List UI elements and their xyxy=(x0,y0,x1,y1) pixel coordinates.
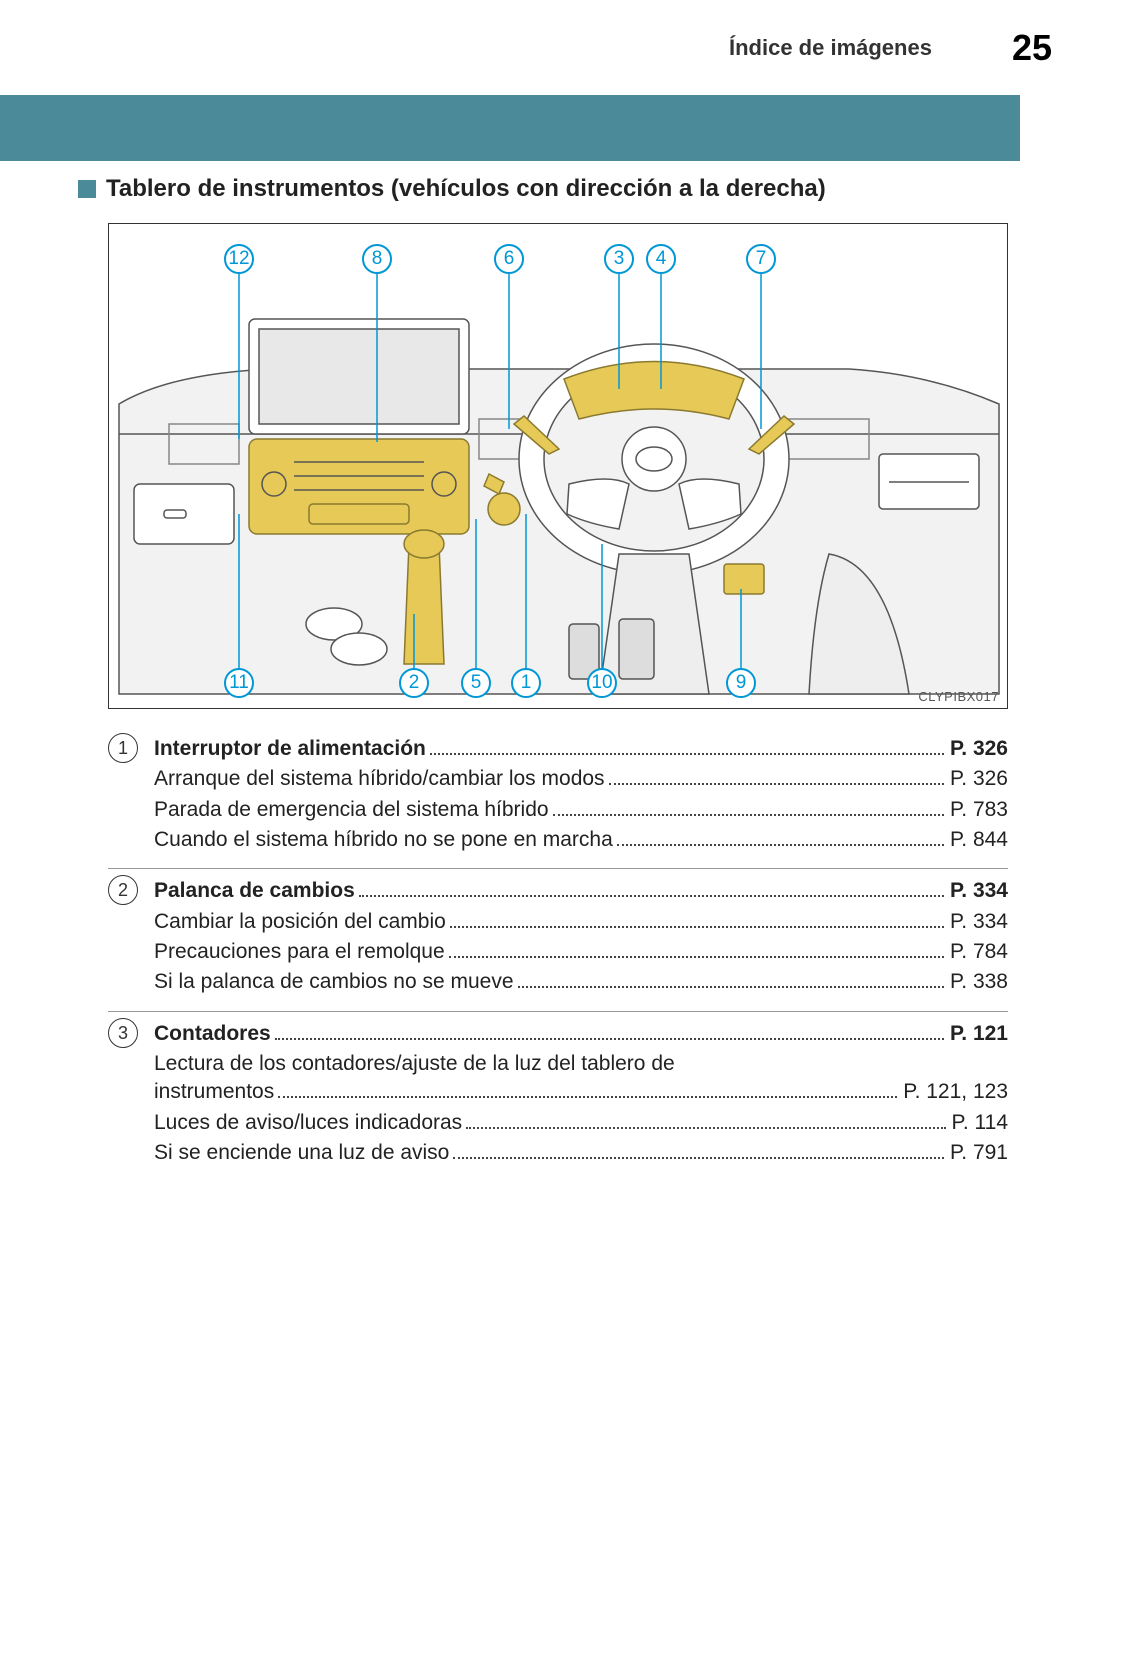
teal-band xyxy=(0,95,1020,161)
heading-text: Tablero de instrumentos (vehículos con d… xyxy=(106,175,826,203)
callout-4: 4 xyxy=(646,244,676,274)
index-sub: Parada de emergencia del sistema híbrido… xyxy=(108,796,1008,824)
index-label: Contadores xyxy=(154,1020,271,1048)
leader-dots xyxy=(278,1096,897,1098)
leader-dots xyxy=(359,895,944,897)
index-head: 3 Contadores P. 121 xyxy=(108,1020,1008,1048)
page-ref: P. 121 xyxy=(950,1020,1008,1048)
callout-5: 5 xyxy=(461,668,491,698)
index-sub-label: Si la palanca de cambios no se mueve xyxy=(154,968,514,996)
index-sub-label: Cuando el sistema híbrido no se pone en … xyxy=(154,826,613,854)
index-sub: Lectura de los contadores/ajuste de la l… xyxy=(108,1050,1008,1107)
square-bullet-icon xyxy=(78,180,96,198)
page-ref: P. 791 xyxy=(950,1139,1008,1167)
page-ref: P. 121, 123 xyxy=(903,1078,1008,1106)
page-ref: P. 114 xyxy=(952,1109,1008,1137)
index-sub: Cambiar la posición del cambio P. 334 xyxy=(108,908,1008,936)
callout-6: 6 xyxy=(494,244,524,274)
index-sub: Precauciones para el remolque P. 784 xyxy=(108,938,1008,966)
item-number-circle: 3 xyxy=(108,1018,138,1048)
callout-3: 3 xyxy=(604,244,634,274)
callout-11: 11 xyxy=(224,668,254,698)
page-ref: P. 326 xyxy=(950,765,1008,793)
page-ref: P. 844 xyxy=(950,826,1008,854)
page-header: Índice de imágenes 25 xyxy=(0,0,1142,95)
leader-dots xyxy=(449,956,944,958)
leader-dots xyxy=(617,844,944,846)
page-ref: P. 334 xyxy=(950,877,1008,905)
item-number-circle: 2 xyxy=(108,875,138,905)
leader-dots xyxy=(609,783,944,785)
index-sub-label: Lectura de los contadores/ajuste de la l… xyxy=(154,1050,1008,1078)
page-ref: P. 326 xyxy=(950,735,1008,763)
index-sub-label: Luces de aviso/luces indicadoras xyxy=(154,1109,462,1137)
leader-dots xyxy=(450,926,944,928)
callout-8: 8 xyxy=(362,244,392,274)
callout-1: 1 xyxy=(511,668,541,698)
page-ref: P. 783 xyxy=(950,796,1008,824)
leader-dots xyxy=(275,1038,944,1040)
section-title: Índice de imágenes xyxy=(729,35,932,61)
leader-dots xyxy=(453,1157,944,1159)
index-head: 2 Palanca de cambios P. 334 xyxy=(108,877,1008,905)
index-block-1: 1 Interruptor de alimentación P. 326 Arranq… xyxy=(108,727,1008,869)
callout-12: 12 xyxy=(224,244,254,274)
content: Tablero de instrumentos (vehículos con d… xyxy=(78,175,1038,1181)
page-number: 25 xyxy=(1012,27,1052,69)
callout-2: 2 xyxy=(399,668,429,698)
leader-dots xyxy=(553,814,944,816)
index-sub-label: Arranque del sistema híbrido/cambiar los… xyxy=(154,765,605,793)
callout-10: 10 xyxy=(587,668,617,698)
page-ref: P. 784 xyxy=(950,938,1008,966)
leader-dots xyxy=(430,753,944,755)
index-head: 1 Interruptor de alimentación P. 326 xyxy=(108,735,1008,763)
index-sub: Cuando el sistema híbrido no se pone en … xyxy=(108,826,1008,854)
dashboard-figure: 12 8 6 34 7 11 2 51 10 9 CLYPIBX017 xyxy=(108,223,1008,709)
callout-9: 9 xyxy=(726,668,756,698)
index-sub: Arranque del sistema híbrido/cambiar los… xyxy=(108,765,1008,793)
section-heading: Tablero de instrumentos (vehículos con d… xyxy=(78,175,1038,203)
index-sub: Si la palanca de cambios no se mueve P. 3… xyxy=(108,968,1008,996)
index-block-2: 2Palanca de cambiosP. 334Cambiar la posi… xyxy=(108,869,1008,1011)
index-sub-label: Parada de emergencia del sistema híbrido xyxy=(154,796,549,824)
index-label: Interruptor de alimentación xyxy=(154,735,426,763)
index-list: 1 Interruptor de alimentación P. 326 Arranq… xyxy=(108,727,1008,1181)
leader-dots xyxy=(466,1127,945,1129)
index-sub: Si se enciende una luz de aviso P. 791 xyxy=(108,1139,1008,1167)
page-ref: P. 334 xyxy=(950,908,1008,936)
index-sub-label-cont: instrumentos xyxy=(154,1078,274,1106)
index-sub-label: Precauciones para el remolque xyxy=(154,938,445,966)
leader-dots xyxy=(518,986,944,988)
index-sub: Luces de aviso/luces indicadoras P. 114 xyxy=(108,1109,1008,1137)
index-sub-label: Si se enciende una luz de aviso xyxy=(154,1139,449,1167)
index-sub-label: Cambiar la posición del cambio xyxy=(154,908,446,936)
callout-7: 7 xyxy=(746,244,776,274)
page-ref: P. 338 xyxy=(950,968,1008,996)
dashboard-illustration xyxy=(109,224,1008,709)
index-label: Palanca de cambios xyxy=(154,877,355,905)
index-block-3: 3 Contadores P. 121Lectura de los contador… xyxy=(108,1012,1008,1182)
figure-id: CLYPIBX017 xyxy=(918,689,999,704)
item-number-circle: 1 xyxy=(108,733,138,763)
